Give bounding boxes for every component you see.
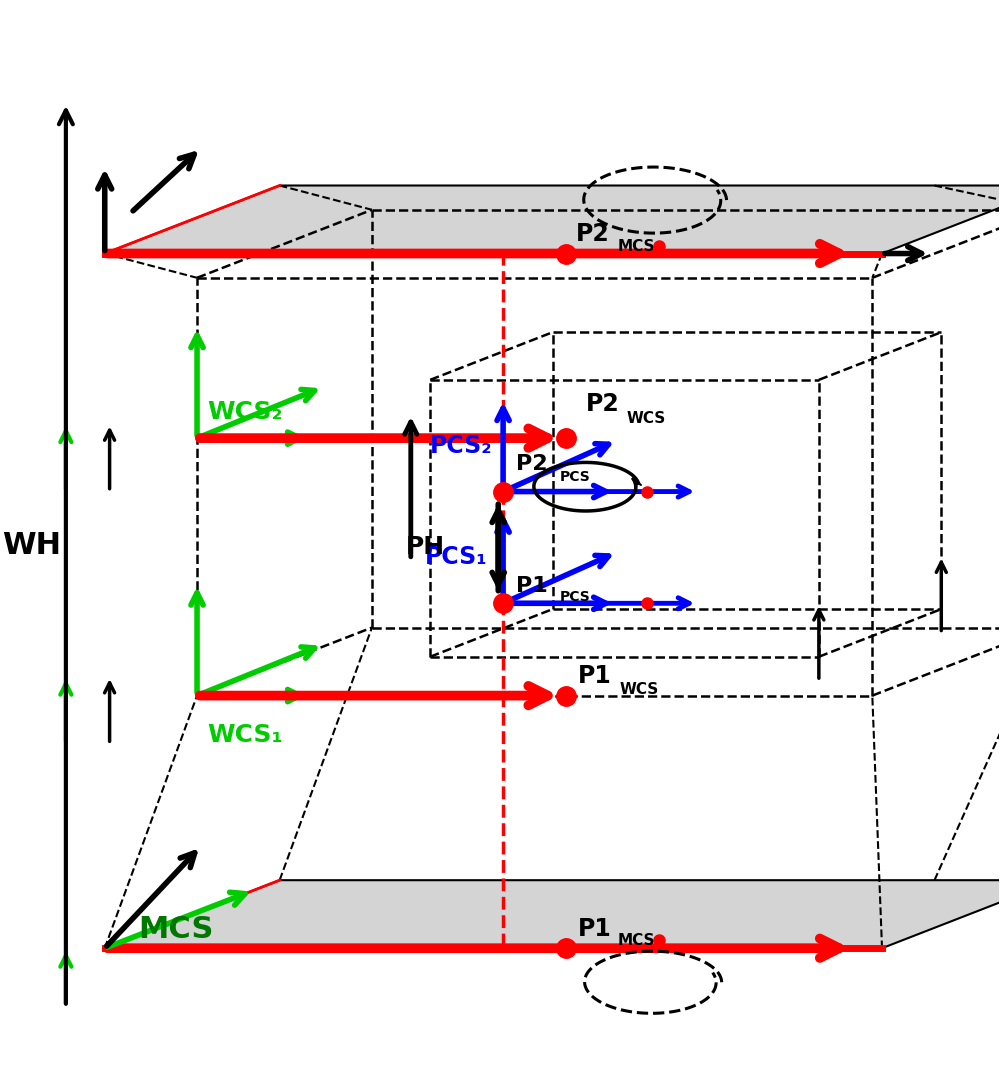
- Text: MCS: MCS: [618, 239, 655, 254]
- Text: P1: P1: [578, 917, 612, 941]
- Text: WH: WH: [2, 531, 61, 559]
- Text: P2: P2: [576, 222, 610, 246]
- Text: PCS: PCS: [559, 470, 590, 484]
- Text: MCS: MCS: [618, 933, 655, 948]
- Text: P1: P1: [516, 576, 547, 595]
- Text: MCS: MCS: [139, 916, 214, 945]
- Text: WCS: WCS: [626, 411, 666, 425]
- Text: P2: P2: [586, 392, 619, 416]
- Text: PCS: PCS: [559, 591, 590, 604]
- Text: PCS₁: PCS₁: [425, 545, 488, 569]
- Text: WCS₁: WCS₁: [207, 724, 282, 748]
- Text: WCS: WCS: [620, 681, 659, 697]
- Text: P1: P1: [578, 664, 612, 688]
- Text: WCS₂: WCS₂: [207, 400, 282, 424]
- Text: PH: PH: [406, 535, 445, 559]
- Text: PCS₂: PCS₂: [430, 434, 493, 458]
- Text: P2: P2: [516, 455, 547, 474]
- Polygon shape: [105, 881, 1000, 948]
- Polygon shape: [105, 185, 1000, 254]
